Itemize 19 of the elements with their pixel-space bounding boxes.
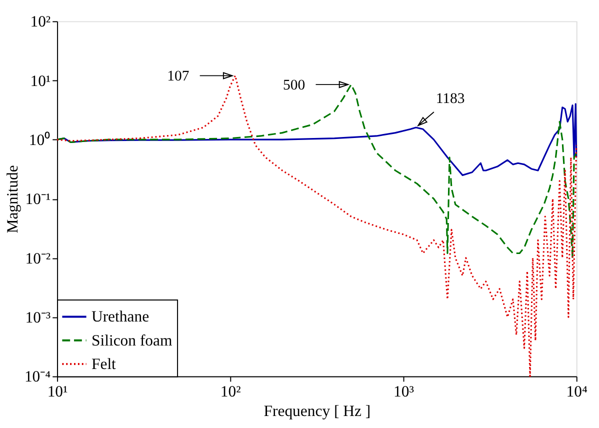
- annotation: 500: [283, 77, 306, 94]
- legend-label: Felt: [91, 356, 117, 373]
- x-tick-label: 10³: [394, 383, 414, 400]
- y-tick-label: 10²: [30, 14, 51, 31]
- legend-label: Urethane: [91, 308, 150, 326]
- x-tick-label: 10⁴: [566, 383, 588, 400]
- y-axis-title: Magnitude: [4, 165, 22, 234]
- y-tick-label: 10¹: [30, 72, 51, 90]
- legend-label: Silicon foam: [91, 332, 172, 350]
- annotation: 107: [167, 68, 190, 85]
- y-tick-label: 10⁰: [28, 130, 51, 149]
- y-tick-label: 10⁻⁴: [24, 368, 52, 386]
- y-tick-label: 10⁻³: [25, 310, 51, 327]
- y-tick-label: 10⁻¹: [25, 191, 51, 208]
- x-axis-title: Frequency [ Hz ]: [264, 403, 371, 420]
- annotation: 1183: [436, 90, 465, 107]
- y-tick-label: 10⁻²: [25, 250, 51, 268]
- x-tick-label: 10²: [220, 383, 242, 400]
- x-tick-label: 10¹: [47, 383, 68, 400]
